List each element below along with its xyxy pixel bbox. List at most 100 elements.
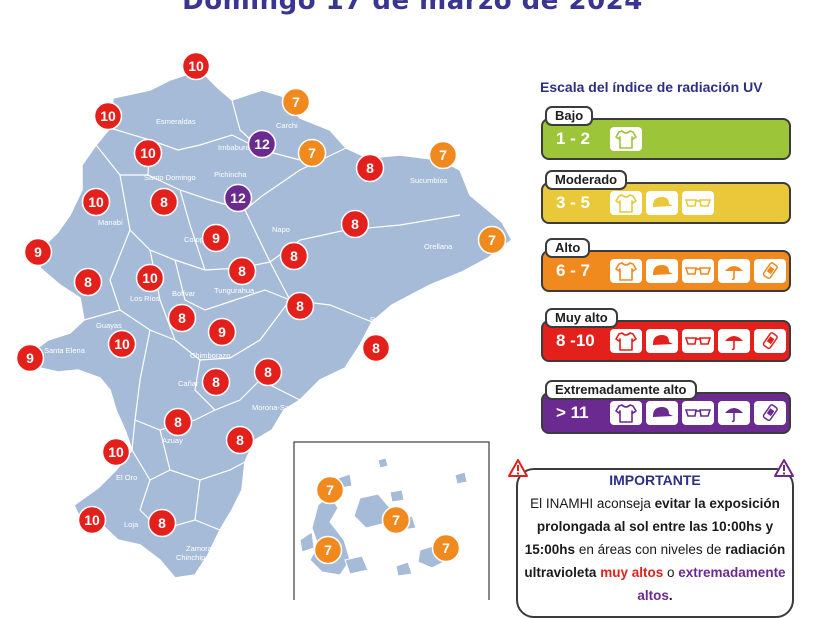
uv-marker-value: 10 xyxy=(100,108,116,124)
uv-marker-circle xyxy=(340,209,370,239)
province-label: Cañar xyxy=(178,379,199,388)
uv-marker-circle xyxy=(149,187,179,217)
uv-marker-value: 7 xyxy=(308,145,316,161)
uv-marker-value: 7 xyxy=(392,512,400,528)
province-label: Imbabura xyxy=(218,143,251,152)
uv-marker: 8 xyxy=(279,241,309,271)
uv-marker: 9 xyxy=(23,237,53,267)
uv-marker-value: 9 xyxy=(218,324,226,340)
uv-marker-circle xyxy=(361,333,391,363)
uv-marker: 12 xyxy=(223,183,253,213)
uv-marker-value: 9 xyxy=(34,244,42,260)
uv-marker-circle xyxy=(477,225,507,255)
sunglasses-icon xyxy=(682,259,714,283)
page-title: Domingo 17 de marzo de 2024 xyxy=(182,0,643,16)
province-label: Pastaza xyxy=(370,315,398,324)
uv-marker-value: 7 xyxy=(324,542,332,558)
protection-icons xyxy=(610,329,786,353)
province-label: Chimborazo xyxy=(190,351,230,360)
uv-scale-range: > 11 xyxy=(556,403,589,422)
uv-marker-value: 7 xyxy=(292,94,300,110)
uv-marker-circle xyxy=(247,129,277,159)
province-label: Guayas xyxy=(96,321,122,330)
province-label: Los Ríos xyxy=(130,294,160,303)
uv-marker: 8 xyxy=(227,256,257,286)
uv-marker-circle xyxy=(428,140,458,170)
uv-markers: 10 7 10 12 10 7 8 7 12 10 8 8 7 9 9 8 10 8 8 8 8 9 10 9 8 8 8 8 10 10… xyxy=(15,51,507,538)
uv-marker: 7 xyxy=(428,140,458,170)
uv-marker-circle xyxy=(381,505,411,535)
uv-marker-circle xyxy=(253,357,283,387)
uv-marker-value: 7 xyxy=(442,540,450,556)
uv-marker-value: 8 xyxy=(160,194,168,210)
province-label: Esmeraldas xyxy=(156,117,196,126)
uv-marker-value: 10 xyxy=(84,512,100,528)
warning-icon xyxy=(508,459,528,477)
uv-marker: 8 xyxy=(355,153,385,183)
uv-marker: 10 xyxy=(81,187,111,217)
uv-marker-circle xyxy=(223,183,253,213)
uv-marker: 8 xyxy=(163,407,193,437)
svg-text:Chinchipe: Chinchipe xyxy=(176,553,209,562)
uv-marker-circle xyxy=(225,425,255,455)
uv-marker: 10 xyxy=(107,329,137,359)
uv-marker: 7 xyxy=(381,505,411,535)
uv-marker-value: 8 xyxy=(366,160,374,176)
uv-marker-value: 8 xyxy=(264,364,272,380)
protection-icons xyxy=(610,191,714,215)
notice-text: El INAMHI aconseja evitar la exposición … xyxy=(524,496,786,603)
uv-marker: 10 xyxy=(181,51,211,81)
uv-marker-circle xyxy=(207,317,237,347)
uv-marker: 8 xyxy=(167,303,197,333)
uv-marker-circle xyxy=(227,256,257,286)
province-label: Morona-Santiago xyxy=(252,403,310,412)
uv-scale-label: Alto xyxy=(545,238,591,258)
province-label: El Oro xyxy=(116,473,137,482)
uv-marker: 8 xyxy=(225,425,255,455)
uv-scale-range: 6 - 7 xyxy=(556,261,591,280)
uv-marker-value: 8 xyxy=(158,515,166,531)
sunglasses-icon xyxy=(682,401,714,425)
cap-icon xyxy=(646,401,678,425)
uv-marker: 10 xyxy=(133,138,163,168)
uv-marker: 7 xyxy=(431,533,461,563)
province-label: Orellana xyxy=(424,242,453,251)
protection-icons xyxy=(610,259,786,283)
cap-icon xyxy=(646,191,678,215)
uv-marker: 10 xyxy=(93,101,123,131)
uv-marker: 8 xyxy=(285,291,315,321)
uv-marker-value: 10 xyxy=(108,444,124,460)
uv-marker: 8 xyxy=(73,267,103,297)
uv-marker-value: 10 xyxy=(188,58,204,74)
uv-scale-label: Bajo xyxy=(545,106,594,126)
umbrella-icon xyxy=(718,259,750,283)
province-label: Pichincha xyxy=(214,170,247,179)
uv-scale-range: 8 -10 xyxy=(556,331,595,350)
province-labels: Esmeraldas Carchi Imbabura Santo Domingo… xyxy=(44,117,453,562)
cap-icon xyxy=(646,259,678,283)
legend-title: Escala del índice de radiación UV xyxy=(540,79,763,95)
uv-marker-circle xyxy=(167,303,197,333)
uv-marker-value: 8 xyxy=(238,263,246,279)
uv-marker: 8 xyxy=(147,508,177,538)
uv-marker: 7 xyxy=(477,225,507,255)
province-label: Bolívar xyxy=(172,289,196,298)
ecuador-map: Esmeraldas Carchi Imbabura Santo Domingo… xyxy=(15,51,513,600)
uv-marker-value: 8 xyxy=(178,310,186,326)
uv-marker-value: 10 xyxy=(88,194,104,210)
uv-marker-circle xyxy=(181,51,211,81)
uv-marker: 10 xyxy=(77,505,107,535)
uv-marker-value: 12 xyxy=(254,136,270,152)
uv-marker-circle xyxy=(163,407,193,437)
uv-marker: 8 xyxy=(201,367,231,397)
uv-marker-value: 10 xyxy=(140,145,156,161)
uv-scale-label: Extremadamente alto xyxy=(545,380,697,400)
uv-marker: 8 xyxy=(361,333,391,363)
uv-marker-value: 12 xyxy=(230,190,246,206)
uv-marker-value: 8 xyxy=(212,374,220,390)
uv-marker-circle xyxy=(135,263,165,293)
province-label: Azuay xyxy=(162,436,183,445)
uv-scale-range: 1 - 2 xyxy=(556,129,591,148)
province-label: Napo xyxy=(272,225,290,234)
province-label: Loja xyxy=(124,520,139,529)
